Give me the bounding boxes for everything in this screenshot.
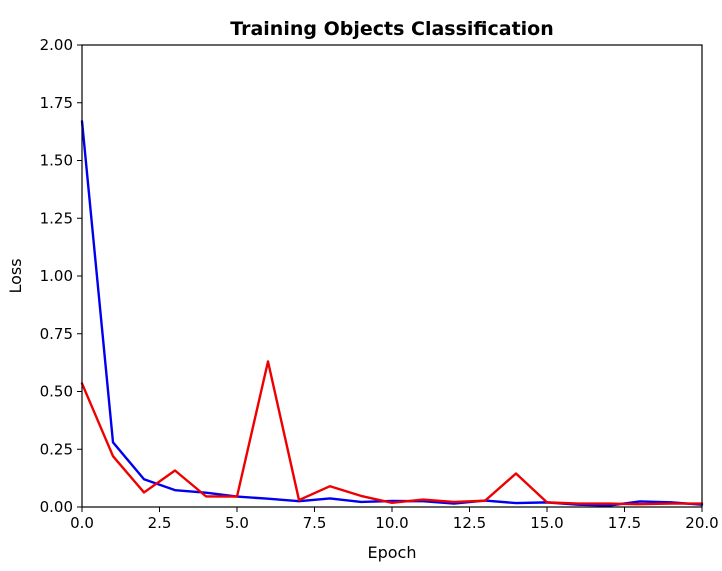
x-tick-label: 15.0 [530,514,563,532]
plot-frame [81,44,703,508]
y-tick-label: 0.25 [40,440,73,458]
series-line-1 [80,120,704,507]
x-tick-label: 10.0 [375,514,408,532]
y-tick-label: 0.50 [40,383,73,401]
x-tick-label: 12.5 [453,514,486,532]
series-line-2 [80,360,704,506]
y-tick-label: 1.25 [40,209,73,227]
ticks-layer: 0.0 2.5 5.0 7.5 10.0 12.5 15.0 17.5 20.0 0.00 0.25… [40,36,719,532]
x-tick-label: 20.0 [685,514,718,532]
y-tick-label: 2.00 [40,36,73,54]
y-axis-label: Loss [6,258,25,293]
y-tick-label: 1.50 [40,152,73,170]
series-layer [80,120,704,507]
chart-title: Training Objects Classification [230,18,554,40]
x-tick-label: 5.0 [225,514,249,532]
y-tick-label: 1.00 [40,267,73,285]
x-tick-label: 2.5 [148,514,172,532]
x-tick-label: 7.5 [303,514,327,532]
y-tick-label: 0.00 [40,498,73,516]
y-tick-label: 1.75 [40,94,73,112]
x-tick-label: 17.5 [608,514,641,532]
y-tick-label: 0.75 [40,325,73,343]
x-tick-label: 0.0 [70,514,94,532]
x-axis-label: Epoch [368,543,417,562]
